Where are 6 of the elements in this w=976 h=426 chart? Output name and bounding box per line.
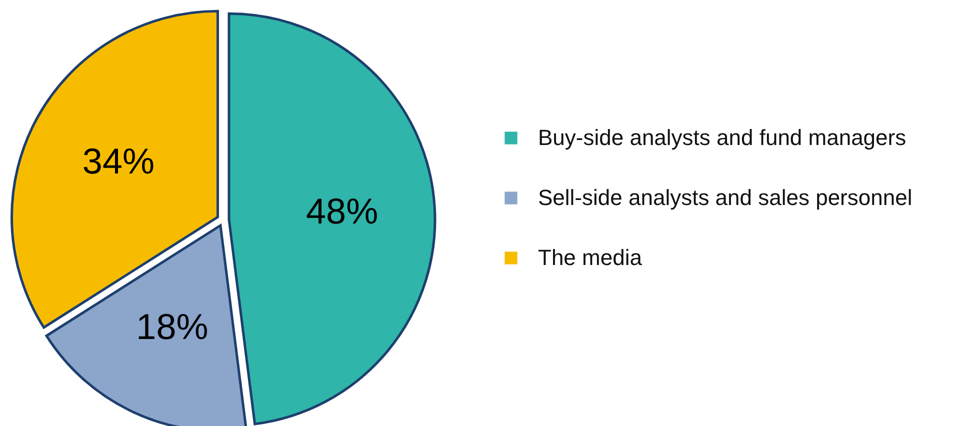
data-label: 34% <box>82 140 154 182</box>
data-label: 48% <box>306 190 378 232</box>
legend-label: The media <box>538 245 643 270</box>
data-label: 18% <box>136 306 208 347</box>
legend-label: Sell-side analysts and sales personnel <box>538 185 912 210</box>
legend-label: Buy-side analysts and fund managers <box>538 125 906 150</box>
